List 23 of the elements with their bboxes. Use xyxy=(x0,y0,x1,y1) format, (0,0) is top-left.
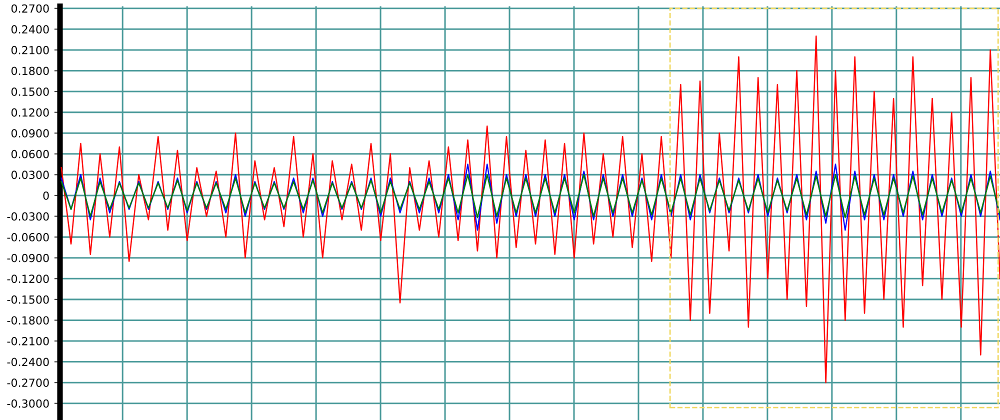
y-tick-label: 0.1800 xyxy=(11,66,49,76)
y-tick-label: -0.3000 xyxy=(7,399,49,408)
y-tick-label: -0.1500 xyxy=(7,295,49,304)
y-tick-label: 0.0900 xyxy=(11,129,49,138)
y-tick-label: 0.1500 xyxy=(11,88,49,96)
y-tick-label: -0.1200 xyxy=(7,274,49,284)
y-tick-label: 0 xyxy=(43,191,49,200)
y-tick-label: 0.2700 xyxy=(11,4,49,13)
y-tick-label: 0.2100 xyxy=(11,46,49,54)
y-tick-label: -0.2700 xyxy=(7,378,49,387)
y-tick-label: -0.0600 xyxy=(7,233,49,242)
y-tick-label: -0.2100 xyxy=(7,336,49,346)
y-tick-label: -0.1800 xyxy=(7,316,49,325)
line-series xyxy=(60,164,1000,231)
y-tick-label: -0.0300 xyxy=(7,212,49,221)
y-tick-label: 0.0600 xyxy=(11,150,49,158)
y-tick-label: -0.2400 xyxy=(7,358,49,366)
line-series xyxy=(60,174,1000,218)
y-tick-label: 0.2400 xyxy=(11,25,49,34)
y-tick-label: 0.0300 xyxy=(11,170,49,180)
y-tick-label: -0.0900 xyxy=(7,254,49,262)
line-series xyxy=(60,35,1000,384)
y-tick-label: 0.1200 xyxy=(11,108,49,117)
